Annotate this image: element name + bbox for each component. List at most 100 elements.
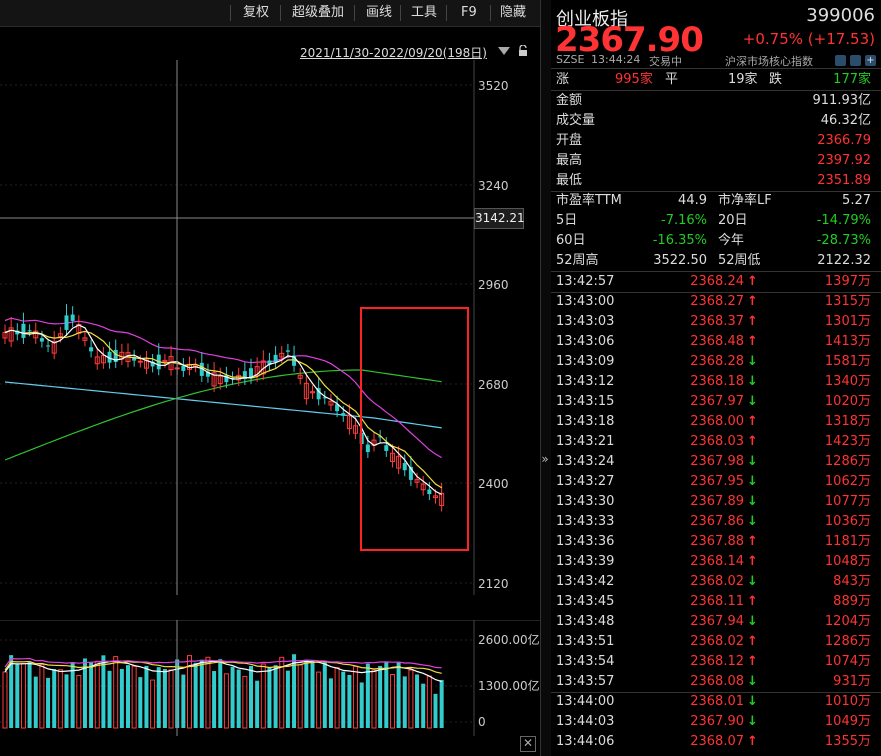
tick-price: 2367.95: [690, 474, 744, 489]
stat-label: 最低: [556, 173, 583, 188]
tick-row[interactable]: 13:43:15 2367.97 ↓ 1020万: [551, 392, 877, 412]
tick-row[interactable]: 13:43:00 2368.27 ↑ 1315万: [551, 292, 877, 312]
tick-price: 2368.37: [690, 314, 744, 329]
tick-row[interactable]: 13:44:00 2368.01 ↓ 1010万: [551, 692, 877, 712]
tick-row[interactable]: 13:43:54 2368.12 ↑ 1074万: [551, 652, 877, 672]
stat-row: 最低 2351.89: [551, 171, 877, 191]
toolbar-separator: [490, 5, 491, 21]
chevron-double-right-icon[interactable]: »: [541, 452, 549, 466]
candle-body: [211, 372, 217, 387]
volume-bars: [2, 654, 444, 729]
divider: [551, 292, 881, 293]
arrow-down-icon: ↓: [747, 674, 758, 689]
volume-bar: [46, 677, 51, 728]
bell-icon[interactable]: [850, 55, 861, 66]
date-range-label[interactable]: 2021/11/30-2022/09/20(198日): [300, 46, 487, 60]
price-tick: 3240: [478, 179, 509, 193]
toolbar-separator: [354, 5, 355, 21]
lock-icon[interactable]: [518, 45, 528, 57]
candle-body: [279, 352, 285, 358]
tick-row[interactable]: 13:43:24 2367.98 ↓ 1286万: [551, 452, 877, 472]
close-icon[interactable]: ✕: [520, 736, 536, 752]
triangle-down-icon[interactable]: [498, 47, 510, 55]
tools-button[interactable]: 工具: [411, 5, 438, 20]
tick-volume: 1286万: [824, 454, 871, 469]
market-breadth: 涨 995家 平 19家 跌 177家: [551, 70, 877, 90]
price-tick: 2680: [478, 378, 509, 392]
volume-bar: [218, 659, 223, 728]
stat-value: 2351.89: [817, 173, 871, 188]
tick-row[interactable]: 13:43:39 2368.14 ↑ 1048万: [551, 552, 877, 572]
candlestick-chart[interactable]: 3520 3240 2960 2680 2400 2120: [0, 60, 540, 595]
tick-time: 13:43:18: [556, 414, 615, 429]
tick-row[interactable]: 13:43:27 2367.95 ↓ 1062万: [551, 472, 877, 492]
hide-button[interactable]: 隐藏: [500, 5, 527, 20]
index-name: 创业板指: [556, 9, 628, 30]
candle-body: [39, 338, 44, 342]
tick-row[interactable]: 13:42:57 2368.24 ↑ 1397万: [551, 272, 877, 292]
stat-row: 最高 2397.92: [551, 151, 877, 171]
metric-label: 市净率LF: [718, 193, 772, 208]
add-icon[interactable]: +: [865, 55, 876, 66]
candle-body: [322, 397, 327, 399]
tick-row[interactable]: 13:43:18 2368.00 ↑ 1318万: [551, 412, 877, 432]
volume-bar: [113, 656, 119, 729]
candle-body: [15, 330, 20, 335]
volume-bar: [2, 671, 8, 729]
tick-row[interactable]: 13:44:03 2367.90 ↓ 1049万: [551, 712, 877, 732]
candle-body: [439, 492, 445, 507]
tick-row[interactable]: 13:43:45 2368.11 ↑ 889万: [551, 592, 877, 612]
tick-row[interactable]: 13:44:06 2368.07 ↑ 1355万: [551, 732, 877, 752]
volume-grid: [0, 620, 475, 736]
volume-bar: [193, 662, 198, 728]
tick-row[interactable]: 13:43:12 2368.18 ↓ 1340万: [551, 372, 877, 392]
tick-time: 13:43:45: [556, 594, 615, 609]
tick-row[interactable]: 13:43:57 2368.08 ↓ 931万: [551, 672, 877, 692]
arrow-up-icon: ↑: [747, 634, 758, 649]
volume-ma5-polyline: [4, 660, 442, 683]
ma20-line: [4, 317, 442, 459]
tick-time: 13:43:54: [556, 654, 615, 669]
ma5-polyline: [4, 324, 442, 495]
tick-row[interactable]: 13:43:06 2368.48 ↑ 1413万: [551, 332, 877, 352]
tick-volume: 1397万: [824, 274, 871, 289]
candle-body: [389, 452, 395, 462]
tick-row[interactable]: 13:43:21 2368.03 ↑ 1423万: [551, 432, 877, 452]
tick-price: 2368.03: [690, 434, 744, 449]
candle-body: [273, 354, 278, 363]
tick-price: 2368.02: [690, 634, 744, 649]
chart-toolbar: 复权 超级叠加 画线 工具 F9 隐藏: [0, 0, 540, 27]
tick-row[interactable]: 13:43:48 2367.94 ↓ 1204万: [551, 612, 877, 632]
volume-bar: [292, 654, 297, 728]
candle-body: [427, 489, 432, 495]
super-overlay-button[interactable]: 超级叠加: [292, 5, 345, 20]
stat-value: 46.32亿: [820, 113, 871, 128]
stat-row: 金额 911.93亿: [551, 91, 877, 111]
tick-row[interactable]: 13:43:33 2367.86 ↓ 1036万: [551, 512, 877, 532]
volume-bar: [433, 693, 438, 728]
panel-splitter[interactable]: [540, 0, 551, 756]
candle-body: [132, 357, 137, 361]
tick-row[interactable]: 13:43:36 2367.88 ↑ 1181万: [551, 532, 877, 552]
arrow-down-icon: ↓: [747, 394, 758, 409]
volume-chart[interactable]: 2600.00亿 1300.00亿 0: [0, 620, 540, 736]
volume-bar: [353, 665, 359, 729]
f9-button[interactable]: F9: [461, 5, 477, 20]
divider: [551, 271, 881, 272]
draw-line-button[interactable]: 画线: [366, 5, 393, 20]
candle-body: [113, 349, 118, 362]
exchange-code: SZSE: [556, 53, 585, 66]
tick-row[interactable]: 13:43:51 2368.02 ↑ 1286万: [551, 632, 877, 652]
restore-rights-button[interactable]: 复权: [243, 5, 270, 20]
tick-volume: 1413万: [824, 334, 871, 349]
tick-row[interactable]: 13:43:30 2367.89 ↓ 1077万: [551, 492, 877, 512]
tick-row[interactable]: 13:43:03 2368.37 ↑ 1301万: [551, 312, 877, 332]
tick-volume: 1036万: [824, 514, 871, 529]
tick-row[interactable]: 13:43:09 2368.28 ↓ 1581万: [551, 352, 877, 372]
download-icon[interactable]: [835, 55, 846, 66]
tick-row[interactable]: 13:43:42 2368.02 ↓ 843万: [551, 572, 877, 592]
metric-row: 市盈率TTM 44.9 市净率LF 5.27: [551, 191, 877, 211]
tick-time: 13:42:57: [556, 274, 615, 289]
tick-volume: 889万: [833, 594, 871, 609]
volume-bar: [408, 669, 414, 729]
